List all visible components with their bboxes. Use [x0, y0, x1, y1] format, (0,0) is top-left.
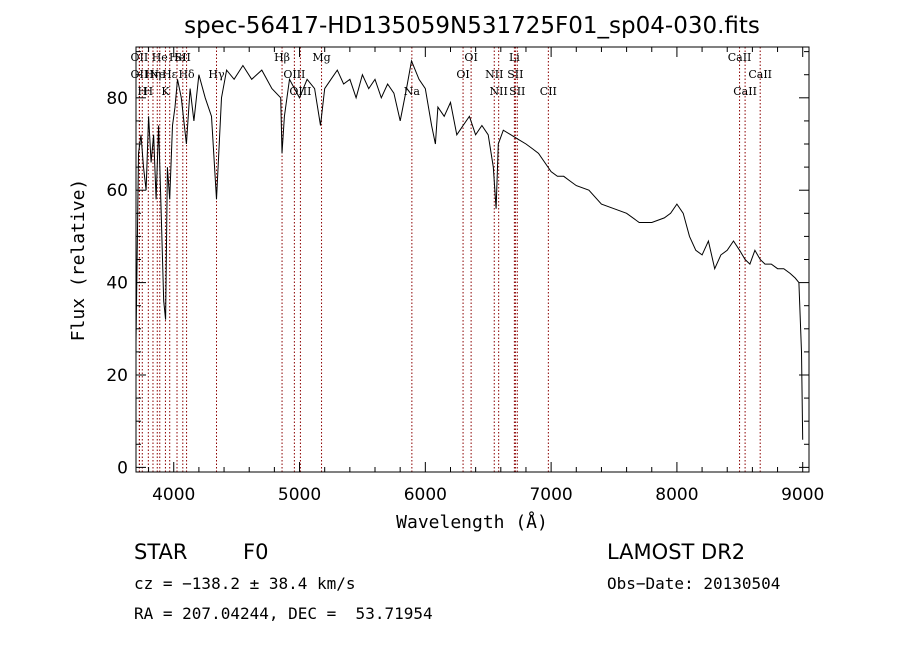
x-axis-ticks: 4000 5000 6000 7000 8000 9000	[148, 47, 824, 505]
y-tick-label: 20	[106, 366, 128, 386]
radial-velocity: cz = −138.2 ± 38.4 km/s	[134, 574, 356, 593]
line-label-22: Li	[509, 51, 520, 64]
line-label-5: Ne	[149, 68, 165, 81]
line-label-23: SII	[507, 68, 523, 81]
line-label-11: Hδ	[178, 68, 195, 81]
x-tick-label: 5000	[278, 485, 321, 505]
line-label-10: SII	[175, 51, 191, 64]
y-tick-label: 0	[117, 458, 128, 478]
chart-title: spec-56417-HD135059N531725F01_sp04-030.f…	[184, 13, 760, 39]
line-label-6: He	[152, 51, 168, 64]
y-tick-label: 40	[106, 274, 128, 294]
x-tick-label: 4000	[152, 485, 195, 505]
plot-frame	[135, 46, 810, 473]
line-label-26: CaII	[728, 51, 752, 64]
line-label-12: Hγ	[208, 68, 225, 81]
y-axis-ticks: 0 20 40 60 80	[106, 51, 809, 478]
spectrum-series-line	[135, 59, 804, 440]
observation-date: Obs−Date: 20130504	[607, 574, 781, 593]
line-label-7: K	[161, 85, 170, 98]
line-label-2: H	[137, 85, 147, 98]
x-tick-label: 9000	[781, 485, 824, 505]
line-label-21: NII	[490, 85, 508, 98]
line-label-16: Mg	[312, 51, 330, 64]
x-axis-label: Wavelength (Å)	[396, 511, 548, 533]
line-label-19: OI	[464, 51, 477, 64]
line-label-9: He	[169, 51, 185, 64]
y-axis-label: Flux (relative)	[68, 179, 89, 342]
x-tick-label: 7000	[529, 485, 572, 505]
y-tick-label: 60	[106, 181, 128, 201]
line-label-18: OI	[456, 68, 469, 81]
line-label-13: Hβ	[274, 51, 290, 64]
object-subclass: F0	[243, 540, 269, 564]
y-tick-label: 80	[106, 89, 128, 109]
line-label-15: OIII	[289, 85, 311, 98]
line-label-27: CaII	[733, 85, 757, 98]
line-label-14: OIII	[283, 68, 305, 81]
line-label-4: Hη	[145, 68, 161, 81]
spectral-line-markers	[138, 47, 761, 472]
sky-coordinates: RA = 207.04244, DEC = 53.71954	[134, 604, 433, 623]
survey-name: LAMOST DR2	[607, 540, 746, 564]
line-label-28: CaII	[748, 68, 772, 81]
line-label-24: SII	[509, 85, 525, 98]
line-label-0: OII	[131, 51, 149, 64]
object-type: STAR	[134, 540, 188, 564]
line-label-17: Na	[404, 85, 421, 98]
line-label-8: Hε	[162, 68, 178, 81]
x-tick-label: 6000	[404, 485, 447, 505]
line-label-3: H	[144, 85, 154, 98]
line-label-20: NII	[485, 68, 503, 81]
x-tick-label: 8000	[655, 485, 698, 505]
line-label-25: CII	[540, 85, 557, 98]
